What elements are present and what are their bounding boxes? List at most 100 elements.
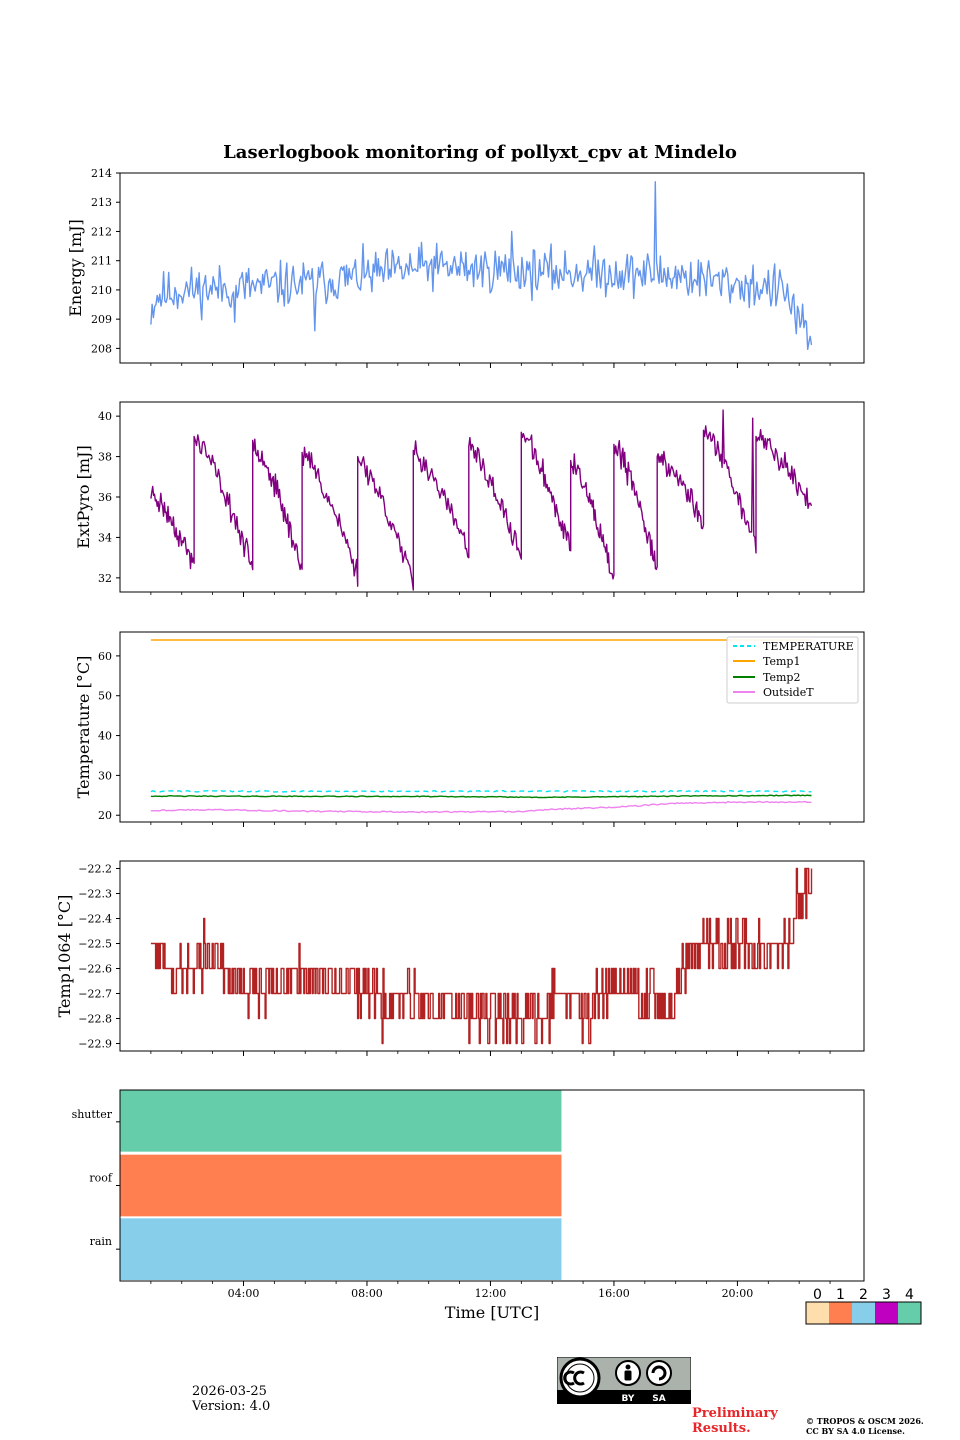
y-tick-label: 40 [98,410,112,423]
colorbar-frame [805,1301,922,1325]
copyright-line1: © TROPOS & OSCM 2026. [806,1416,924,1426]
panel-temp1064: −22.2 −22.3 −22.4 −22.5 −22.6 −22.7 −22.8 −22.9… [55,860,865,1056]
panel-temp1064-frame [119,860,865,1052]
colorbar-cell-2 [852,1302,875,1324]
extpyro-line [150,409,813,591]
panel-status-frame [119,1089,865,1282]
y-tick-label: −22.7 [78,988,112,1001]
y-tick-label: −22.8 [78,1013,112,1026]
footer-date: 2026-03-25 [192,1384,267,1399]
y-tick-label: 210 [91,284,112,297]
y-tick-label: 40 [98,730,112,743]
by-person-head-icon [625,1364,631,1370]
figure-title: Laserlogbook monitoring of pollyxt_cpv a… [223,142,737,163]
y-tick-label: 50 [98,690,112,703]
y-tick-label: 34 [98,531,112,544]
y-tick-label: 30 [98,769,112,782]
energy-ylabel: Energy [mJ] [66,219,85,317]
y-tick-label: 209 [91,313,112,326]
copyright-line2: CC BY SA 4.0 License. [806,1426,905,1436]
colorbar-tick-label: 0 [813,1287,822,1303]
y-tick-label: 213 [91,196,112,209]
extpyro-lines [150,409,813,591]
status-row-label-roof: roof [89,1172,113,1185]
panel-status: shutter roof rain 04:00 08:00 12:00 16:00 20:0… [72,1089,865,1322]
colorbar-cell-3 [875,1302,898,1324]
panel-status-xticks: 04:00 08:00 12:00 16:00 20:00 [150,1281,831,1300]
y-tick-label: 212 [91,225,112,238]
status-bar-rain [120,1218,562,1280]
colorbar-tick-label: 3 [882,1287,891,1303]
panel-energy-yticks: 208 209 210 211 212 213 214 [91,167,120,355]
temperature-ylabel: Temperature [°C] [74,656,93,799]
status-row-label-rain: rain [90,1235,112,1248]
sa-arrow-icon [651,1365,667,1381]
y-tick-label: 214 [91,167,112,180]
x-tick-label: 16:00 [598,1287,630,1300]
energy-lines [150,181,813,350]
badge-by-label: BY [622,1394,635,1404]
y-tick-label: −22.3 [78,888,112,901]
colorbar-tick-label: 4 [905,1287,914,1303]
panel-temperature: 20 30 40 50 60 Temperature [°C] TEMPERATURE … [74,631,865,827]
x-tick-label: 20:00 [722,1287,754,1300]
legend-frame [726,636,859,704]
temperature-line-temperature [150,790,812,793]
panel-energy-frame [119,172,865,364]
status-row-label-shutter: shutter [72,1108,113,1121]
panel-temp1064-yticks: −22.2 −22.3 −22.4 −22.5 −22.6 −22.7 −22.8 −22.9 [78,863,120,1051]
status-bars [120,1090,562,1280]
cc-icon-inner [565,1363,595,1393]
panel-extpyro-xticks [150,592,831,597]
preliminary-line2: Results. [692,1421,751,1436]
y-tick-label: −22.9 [78,1038,112,1051]
y-tick-label: 38 [98,451,112,464]
legend-label-temp1: Temp1 [763,655,800,668]
temp1064-lines [150,867,813,1045]
y-tick-label: −22.4 [78,913,112,926]
y-tick-label: 208 [91,342,112,355]
cc-letters-icon [563,1370,585,1386]
panel-temperature-frame [119,631,865,823]
panel-status-yticks: shutter roof rain [72,1108,120,1250]
panel-temperature-yticks: 20 30 40 50 60 [98,650,120,822]
legend-label-temperature: TEMPERATURE [763,640,854,653]
temp1064-ylabel: Temp1064 [°C] [55,895,74,1018]
panel-temperature-xticks [150,822,831,827]
badge-sa-label: SA [652,1394,665,1404]
panel-energy: 208 209 210 211 212 213 214 Energy [mJ] [66,167,865,368]
temperature-line-temp2 [150,794,812,799]
sa-icon [646,1360,672,1386]
y-tick-label: 20 [98,809,112,822]
temp1064-line [150,867,813,1045]
copyright-notice: © TROPOS & OSCM 2026. CC BY SA 4.0 Licen… [806,1416,924,1436]
colorbar-tick-label: 2 [859,1287,868,1303]
panel-energy-xticks [150,363,831,368]
cc-by-sa-badge: BY SA [557,1357,691,1404]
x-tick-label: 04:00 [228,1287,260,1300]
y-tick-label: 36 [98,491,112,504]
colorbar-cell-1 [829,1302,852,1324]
preliminary-notice: Preliminary Results. [692,1406,778,1436]
extpyro-ylabel: ExtPyro [mJ] [74,445,93,548]
y-tick-label: −22.5 [78,938,112,951]
temperature-lines [150,639,812,814]
legend-label-temp2: Temp2 [763,671,800,684]
status-xlabel: Time [UTC] [445,1303,539,1322]
colorbar-tick-label: 1 [836,1287,845,1303]
y-tick-label: 60 [98,650,112,663]
temperature-line-outsidet [150,800,812,814]
y-tick-label: 211 [91,255,112,268]
x-tick-label: 08:00 [351,1287,383,1300]
panel-extpyro: 32 34 36 38 40 ExtPyro [mJ] [74,401,865,597]
panel-temp1064-xticks [150,1051,831,1056]
panel-extpyro-frame [119,401,865,593]
footer-version: Version: 4.0 [192,1399,271,1414]
temperature-legend: TEMPERATURE Temp1 Temp2 OutsideT [726,636,859,704]
legend-label-outsidet: OutsideT [763,686,814,699]
colorbar-cell-0 [806,1302,829,1324]
x-tick-label: 12:00 [475,1287,507,1300]
y-tick-label: −22.6 [78,963,112,976]
